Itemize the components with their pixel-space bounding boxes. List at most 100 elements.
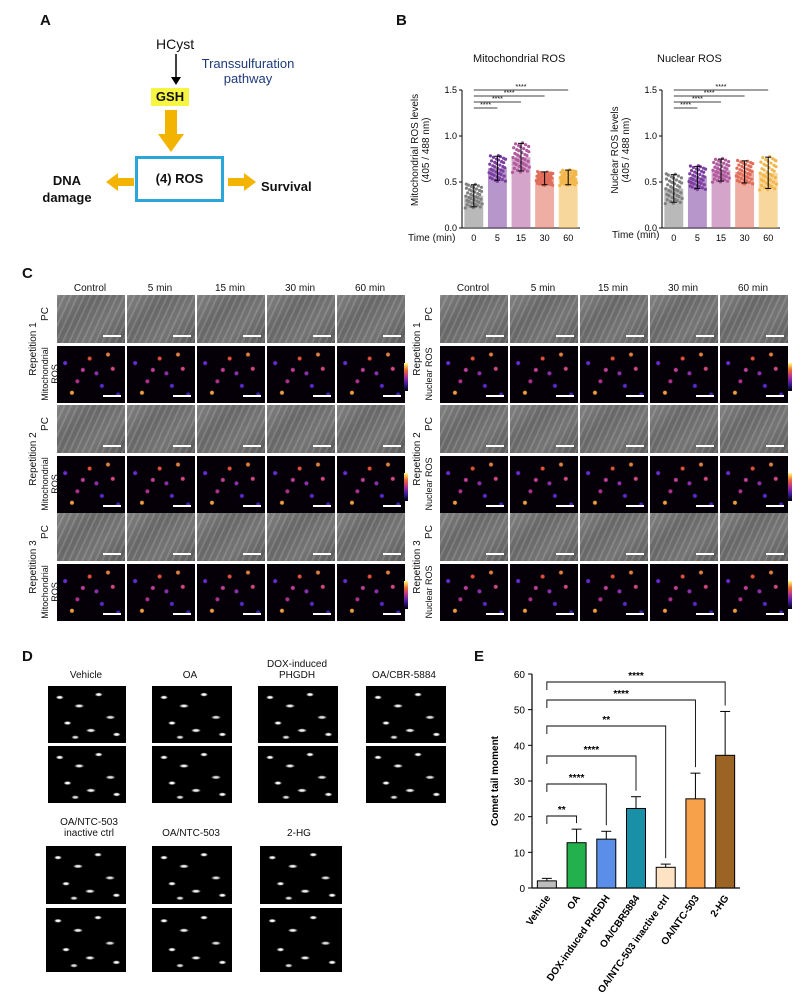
c-right-ros-r2-c0 bbox=[440, 456, 508, 513]
c-right-pc-r1-c2 bbox=[580, 295, 648, 343]
c-left-col-label-1: 5 min bbox=[147, 283, 173, 294]
c-right-ros-r1-c1 bbox=[510, 346, 578, 403]
mito-bar-15 bbox=[511, 157, 531, 228]
comet-image-oa-2 bbox=[152, 746, 232, 803]
c-right-rep-label-r3: Repetition 3 bbox=[412, 540, 423, 594]
damage-text: damage bbox=[42, 190, 92, 205]
c-right-col-label-0: Control bbox=[456, 283, 490, 294]
mito-bar-60 bbox=[558, 177, 578, 228]
c-right-ros-r3-c3 bbox=[650, 564, 718, 621]
c-right-col-label-3: 30 min bbox=[667, 283, 698, 294]
comet-xtick-label-vehicle: Vehicle bbox=[525, 893, 554, 928]
c-left-pc-r1-c2 bbox=[197, 295, 265, 343]
c-left-pc-r3-c3 bbox=[267, 513, 335, 561]
comet-sig-label-0: ** bbox=[558, 805, 566, 816]
c-left-col-label-3: 30 min bbox=[284, 283, 315, 294]
nuc-bar-5 bbox=[687, 177, 707, 228]
c-right-nuc-label-r2: Nuclear ROS bbox=[424, 457, 434, 511]
nuc-xtick-label-30: 30 bbox=[740, 233, 750, 243]
comet-ytick-label-5: 50 bbox=[514, 706, 526, 717]
c-left-rep-label-r1: Repetition 1 bbox=[28, 322, 39, 376]
nuc-ylabel-line1: Nuclear ROS levels bbox=[610, 106, 621, 194]
nuc-sig-label-3: **** bbox=[716, 84, 727, 91]
pathway-text: pathway bbox=[223, 71, 273, 86]
nuc-points-30 bbox=[734, 158, 755, 186]
c-left-pc-r2-c3 bbox=[267, 405, 335, 453]
c-right-col-label-1: 5 min bbox=[530, 283, 556, 294]
c-left-pc-r1-c3 bbox=[267, 295, 335, 343]
c-left-ros-r3-c1 bbox=[127, 564, 195, 621]
comet-bar-2-hg bbox=[715, 754, 736, 889]
c-right-ros-r2-c3 bbox=[650, 456, 718, 513]
d-label-dox: DOX-induced PHGDH bbox=[258, 659, 336, 681]
c-left-mito-label-r3: Mitochondrial ROS bbox=[40, 565, 60, 619]
d-label-ntc-inactive-line2: inactive ctrl bbox=[63, 828, 114, 839]
nuc-ytick-label-1: 0.5 bbox=[644, 177, 657, 187]
comet-sig-label-2: **** bbox=[584, 745, 600, 756]
nuc-sig-label-1: **** bbox=[692, 96, 703, 103]
c-right-ros-r3-c2 bbox=[580, 564, 648, 621]
comet-bar-vehicle bbox=[536, 880, 557, 889]
comet-image-cbr-1 bbox=[366, 686, 446, 743]
c-left-pc-r2-c1 bbox=[127, 405, 195, 453]
pathway-label: Transsulfuration pathway bbox=[193, 56, 303, 86]
c-left-colorbar-r1 bbox=[404, 363, 408, 391]
c-right-colorbar-r2 bbox=[788, 473, 792, 501]
c-right-ros-r1-c4 bbox=[720, 346, 788, 403]
mito-xtick-label-5: 5 bbox=[495, 233, 500, 243]
comet-image-dox-1 bbox=[258, 686, 338, 743]
ros-to-survival-arrow bbox=[228, 173, 256, 191]
mito-ytick-label-2: 1.0 bbox=[444, 131, 457, 141]
comet-bar-oa-ntc-503 bbox=[685, 798, 706, 889]
c-left-pc-r1-c0 bbox=[57, 295, 125, 343]
nuc-ros-chart: 0.00.51.01.50 5 15 30 60**************** bbox=[644, 84, 780, 243]
comet-ytick-label-2: 20 bbox=[514, 813, 526, 824]
comet-image-vehicle-2 bbox=[48, 746, 126, 803]
ros-to-dna-arrow bbox=[106, 173, 134, 191]
comet-sig-label-3: ** bbox=[602, 715, 610, 726]
nuc-points-15 bbox=[710, 157, 731, 184]
c-left-pc-r2-c2 bbox=[197, 405, 265, 453]
mito-bar-30 bbox=[535, 178, 555, 228]
c-left-pc-r3-c0 bbox=[57, 513, 125, 561]
mito-sig-label-0: **** bbox=[480, 102, 491, 109]
d-label-cbr: OA/CBR-5884 bbox=[372, 670, 436, 681]
mito-xtick-label-0: 0 bbox=[471, 233, 476, 243]
nuc-sig-label-2: **** bbox=[704, 90, 715, 97]
c-right-pc-label-r1: PC bbox=[424, 307, 435, 321]
c-left-pc-r2-c4 bbox=[337, 405, 405, 453]
comet-image-2hg-2 bbox=[260, 908, 342, 972]
nuc-xtick-label-5: 5 bbox=[695, 233, 700, 243]
mito-ytick-label-0: 0.0 bbox=[444, 223, 457, 233]
comet-xtick-label-oa: OA bbox=[565, 893, 583, 912]
mito-sig-label-2: **** bbox=[504, 90, 515, 97]
c-left-mito-label-r2: Mitochondrial ROS bbox=[40, 457, 60, 511]
c-left-ros-r3-c0 bbox=[57, 564, 125, 621]
panel-label-c: C bbox=[22, 265, 33, 282]
d-label-oa: OA bbox=[182, 670, 198, 681]
hcyst-label: HCyst bbox=[156, 36, 195, 52]
d-label-2hg: 2-HG bbox=[287, 828, 311, 839]
gsh-to-ros-arrow bbox=[158, 110, 184, 152]
comet-sig-bracket-2 bbox=[546, 755, 637, 791]
mito-ylabel-line1: Mitochondrial ROS levels bbox=[410, 93, 421, 207]
comet-sig-bracket-5 bbox=[546, 681, 726, 706]
c-left-col-label-4: 60 min bbox=[354, 283, 385, 294]
d-label-vehicle: Vehicle bbox=[69, 670, 103, 681]
mito-ros-chart: 0.00.51.01.50 5 15 30 60**************** bbox=[444, 84, 580, 243]
ros-box: (4) ROS bbox=[135, 156, 224, 202]
comet-sig-label-5: **** bbox=[628, 671, 644, 682]
c-left-pc-r3-c2 bbox=[197, 513, 265, 561]
c-right-pc-label-r2: PC bbox=[424, 417, 435, 431]
d-label-dox-line1: DOX-induced bbox=[266, 659, 328, 670]
nuc-time-label: Time (min) bbox=[612, 230, 660, 241]
c-right-pc-r3-c2 bbox=[580, 513, 648, 561]
nuc-chart-title: Nuclear ROS bbox=[657, 53, 722, 65]
comet-sig-bracket-0 bbox=[546, 815, 578, 824]
c-right-pc-r1-c3 bbox=[650, 295, 718, 343]
c-right-pc-r1-c1 bbox=[510, 295, 578, 343]
comet-image-ntc-inactive-1 bbox=[46, 846, 126, 904]
c-left-pc-r1-c4 bbox=[337, 295, 405, 343]
c-left-rep-label-r3: Repetition 3 bbox=[28, 540, 39, 594]
